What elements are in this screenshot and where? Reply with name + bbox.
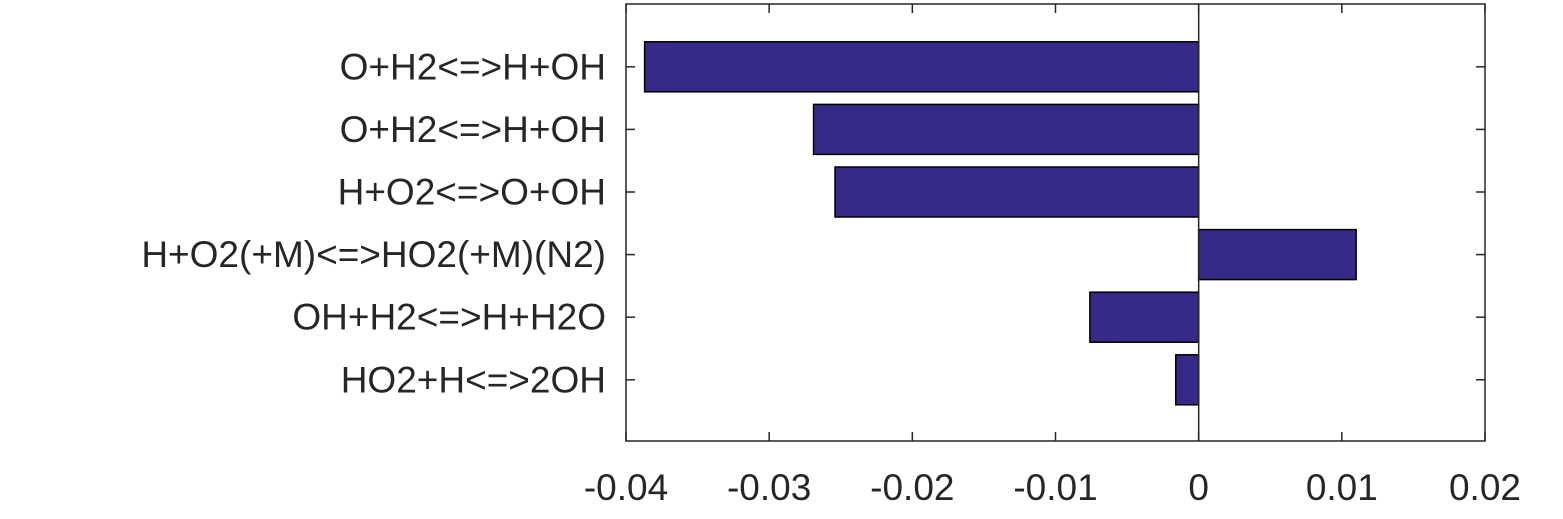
y-tick-labels: O+H2<=>H+OH O+H2<=>H+OH H+O2<=>O+OH H+O2(+M… xyxy=(141,46,606,400)
x-tick-label: -0.01 xyxy=(1013,467,1097,508)
x-tick-label: -0.02 xyxy=(870,467,954,508)
ticks-group xyxy=(625,4,1486,441)
x-tick-label: 0.02 xyxy=(1449,467,1521,508)
bar xyxy=(643,41,1200,93)
y-tick-label: O+H2<=>H+OH xyxy=(340,46,606,87)
bar xyxy=(1089,291,1200,343)
bar xyxy=(834,166,1200,218)
y-tick-label: HO2+H<=>2OH xyxy=(341,359,606,400)
y-tick-label: OH+H2<=>H+H2O xyxy=(292,297,606,338)
bar xyxy=(1175,354,1200,406)
y-tick-label: H+O2(+M)<=>HO2(+M)(N2) xyxy=(141,234,606,275)
bars-group xyxy=(643,41,1357,406)
bar xyxy=(812,103,1200,156)
y-tick-label: O+H2<=>H+OH xyxy=(340,109,606,150)
x-tick-label: 0 xyxy=(1188,467,1209,508)
x-tick-label: -0.03 xyxy=(727,467,811,508)
bar xyxy=(1197,228,1357,281)
y-tick-label: H+O2<=>O+OH xyxy=(338,172,606,213)
x-tick-label: 0.01 xyxy=(1306,467,1378,508)
x-tick-label: -0.04 xyxy=(584,467,668,508)
x-tick-labels: -0.04 -0.03 -0.02 -0.01 0 0.01 0.02 xyxy=(584,467,1521,508)
